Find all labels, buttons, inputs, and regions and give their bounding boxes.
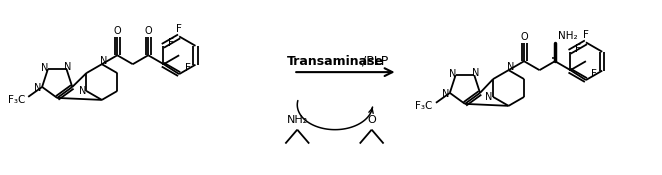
Text: NH₂: NH₂ (287, 115, 308, 125)
Text: N: N (34, 83, 42, 93)
Text: O: O (144, 26, 152, 36)
Text: F: F (168, 38, 173, 48)
Text: O: O (520, 32, 528, 42)
Text: F₃C: F₃C (8, 95, 25, 105)
Text: /PLP: /PLP (362, 55, 389, 68)
Text: N: N (64, 62, 71, 72)
Text: N: N (449, 69, 456, 79)
Text: O: O (367, 115, 376, 125)
Text: N: N (41, 63, 48, 73)
Text: F: F (583, 30, 589, 40)
Text: F₃C: F₃C (415, 101, 433, 111)
Text: F: F (591, 69, 597, 79)
Text: F: F (185, 63, 191, 73)
Text: N: N (100, 56, 107, 66)
Text: F: F (176, 25, 182, 34)
Text: Transaminase: Transaminase (287, 55, 384, 68)
Text: N: N (507, 62, 514, 72)
Text: N: N (79, 86, 86, 96)
Text: •: • (551, 56, 555, 62)
Text: N: N (485, 92, 493, 102)
Text: O: O (113, 26, 121, 36)
Text: F: F (575, 44, 581, 54)
Text: N: N (442, 89, 449, 99)
Text: NH₂: NH₂ (558, 31, 577, 41)
Text: N: N (471, 68, 479, 78)
